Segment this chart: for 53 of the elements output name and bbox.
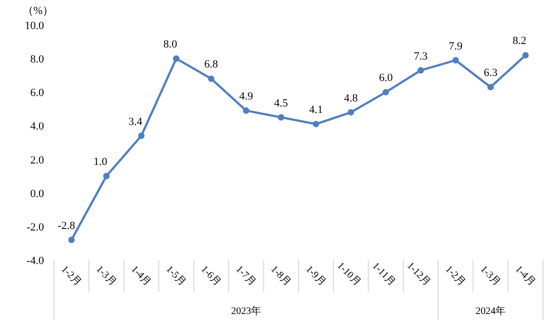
- text: 2023年: [231, 305, 262, 317]
- y-axis-title: （%）: [22, 5, 54, 17]
- y-tick-label: 4.0: [30, 120, 44, 133]
- y-tick-label: 10.0: [24, 20, 44, 32]
- point: [312, 120, 320, 128]
- data-label: 7.9: [448, 40, 464, 52]
- x-tick-label: 1-4月: [512, 264, 538, 288]
- y-tick-label: 6.0: [30, 87, 44, 100]
- data-label: 4.5: [274, 97, 288, 110]
- x-tick-label: 1-2月: [443, 264, 468, 288]
- point: [278, 114, 284, 121]
- point: [242, 107, 250, 114]
- data-label: 6.8: [204, 58, 219, 71]
- data-label: 6.0: [378, 72, 394, 84]
- data-label: 4.1: [309, 104, 323, 116]
- x-tick-label: 1-4月: [128, 264, 153, 288]
- point: [138, 132, 145, 139]
- point: [522, 52, 529, 58]
- x-tick-label: 1-10月: [334, 260, 363, 288]
- data-label: 1.0: [94, 156, 108, 168]
- y-tick-label: 0.0: [30, 188, 44, 200]
- y-tick-label: -4.0: [26, 255, 44, 267]
- x-tick-label: 1-2月: [58, 264, 84, 288]
- point: [68, 236, 75, 244]
- data-label: 4.8: [344, 92, 358, 104]
- point: [103, 172, 110, 180]
- y-tick-label: -2.0: [26, 221, 44, 234]
- x-tick-label: 1-11月: [370, 260, 398, 288]
- x-tick-label: 1-9月: [303, 264, 328, 288]
- text: 2024年: [476, 305, 506, 317]
- data-label: 6.3: [484, 67, 498, 80]
- point: [348, 109, 354, 116]
- y-tick-label: 2.0: [30, 154, 44, 166]
- point: [452, 57, 459, 64]
- x-tick-label: 1-3月: [94, 264, 118, 288]
- data-label: 8.0: [163, 38, 178, 51]
- point: [173, 55, 180, 62]
- data-label: -2.8: [58, 220, 76, 232]
- data-label: 3.4: [128, 116, 143, 128]
- x-tick-label: 1-12月: [404, 260, 432, 288]
- point: [208, 76, 214, 82]
- point: [382, 88, 390, 96]
- x-tick-label: 1-7月: [233, 264, 258, 288]
- point: [487, 84, 494, 90]
- data-label: 4.9: [239, 90, 254, 103]
- x-tick-label: 1-3月: [478, 264, 502, 288]
- data-label: 7.3: [414, 50, 428, 62]
- x-tick-label: 1-6月: [198, 264, 223, 288]
- x-tick-label: 1-8月: [268, 264, 293, 288]
- data-label: 8.2: [512, 35, 526, 48]
- y-tick-label: 8.0: [30, 54, 44, 66]
- point: [418, 67, 424, 74]
- x-tick-label: 1-5月: [164, 264, 188, 288]
